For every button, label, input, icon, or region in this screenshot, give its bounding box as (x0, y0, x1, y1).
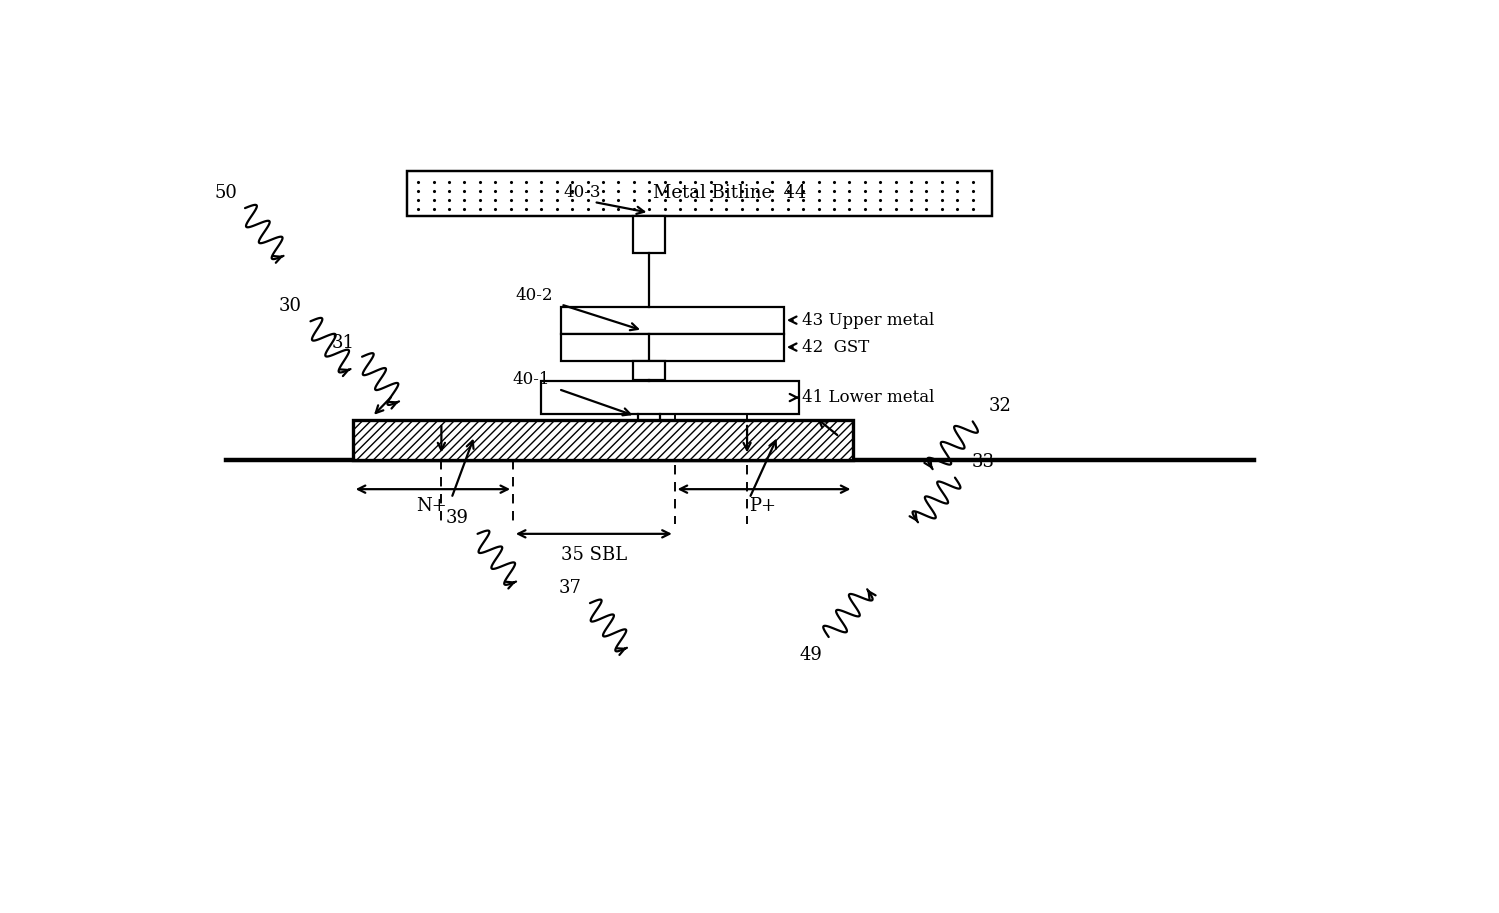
Bar (561, 307, 784, 333)
Text: N+: N+ (417, 497, 447, 515)
Text: 49: 49 (799, 645, 823, 664)
Bar (352, 420, 853, 460)
Text: P+: P+ (750, 497, 776, 515)
Bar (541, 382, 799, 414)
Bar (633, 215, 666, 253)
Text: Metal Bitline  44: Metal Bitline 44 (654, 184, 806, 203)
Text: 40-1: 40-1 (513, 372, 550, 388)
Text: 39: 39 (445, 509, 468, 528)
Bar (633, 361, 666, 380)
Text: 41 Lower metal: 41 Lower metal (802, 389, 934, 406)
Text: 50: 50 (214, 184, 237, 202)
Text: 42  GST: 42 GST (802, 339, 869, 355)
Bar (561, 333, 784, 361)
Text: 31: 31 (333, 334, 355, 352)
Text: 37: 37 (559, 579, 582, 597)
Text: 40-3: 40-3 (564, 184, 601, 201)
Text: 40-2: 40-2 (516, 287, 553, 304)
Text: 32: 32 (988, 397, 1010, 415)
Text: 43 Upper metal: 43 Upper metal (802, 311, 934, 329)
Text: 30: 30 (279, 297, 301, 315)
Text: 35 SBL: 35 SBL (561, 546, 627, 563)
Bar (406, 171, 992, 215)
Text: 33: 33 (971, 453, 994, 471)
